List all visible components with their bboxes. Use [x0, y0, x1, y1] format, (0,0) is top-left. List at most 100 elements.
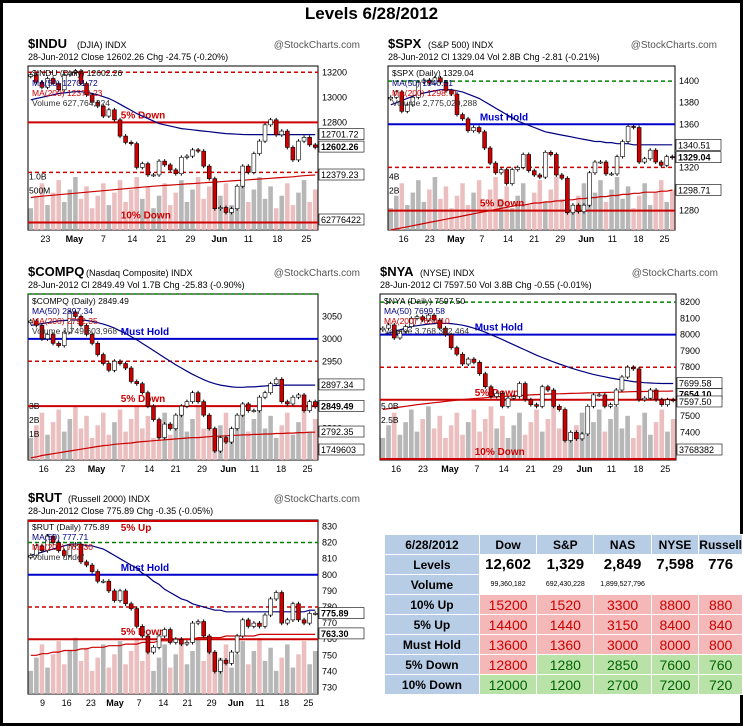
- volume-bar: [279, 195, 285, 230]
- levels-cell: 12,602: [478, 554, 538, 575]
- volume-bar: [134, 177, 140, 230]
- volume-bar: [201, 198, 206, 230]
- candle-body: [498, 169, 504, 174]
- volume-bar: [619, 428, 625, 460]
- volume-tick-label: 2B: [389, 186, 400, 196]
- volume-tick-label: 4B: [389, 172, 400, 182]
- volume-bar: [134, 637, 140, 694]
- volume-bar: [517, 412, 522, 460]
- candle-body: [285, 401, 290, 405]
- volume-bar: [448, 425, 454, 460]
- candle-body: [543, 152, 548, 178]
- candle-body: [156, 419, 162, 438]
- chart-symbol: $SPX: [388, 36, 422, 51]
- levels-cell: 2,849: [593, 554, 652, 575]
- candle-body: [520, 154, 526, 168]
- candle-body: [526, 154, 531, 171]
- volume-bar: [190, 651, 195, 694]
- candle-body: [296, 140, 301, 161]
- volume-bar: [45, 205, 50, 230]
- x-tick-label: 25: [302, 464, 312, 474]
- candle-body: [537, 174, 543, 178]
- candle-body: [128, 142, 134, 144]
- x-tick-label: 18: [279, 698, 289, 708]
- volume-bar: [664, 201, 669, 230]
- candle-body: [45, 334, 50, 340]
- y-tick-label: 800: [322, 570, 337, 580]
- price-label: 1329.04: [678, 153, 711, 163]
- volume-bar: [613, 406, 619, 460]
- volume-bar: [543, 201, 548, 230]
- candle-body: [28, 555, 34, 558]
- candle-body: [61, 331, 67, 346]
- volume-bar: [257, 406, 262, 460]
- candle-body: [658, 161, 664, 166]
- volume-bar: [162, 644, 167, 694]
- volume-cell: 1,899,527,796: [593, 574, 652, 595]
- candle-body: [409, 318, 414, 327]
- volume-bar: [312, 418, 318, 460]
- candle-body: [570, 204, 576, 214]
- volume-bar: [585, 434, 591, 460]
- x-tick-label: 29: [555, 234, 565, 244]
- candle-body: [50, 535, 56, 543]
- candle-body: [420, 316, 425, 321]
- volume-bar: [454, 412, 460, 460]
- volume-bar: [78, 198, 84, 230]
- candle-body: [140, 163, 145, 168]
- candle-body: [218, 437, 223, 452]
- volume-bar: [515, 195, 520, 230]
- volume-bar: [223, 644, 229, 694]
- candle-body: [636, 368, 642, 401]
- y-tick-label: 7500: [680, 411, 700, 421]
- legend-entry: Volume undef: [32, 552, 85, 562]
- volume-bar: [78, 660, 84, 694]
- volume-bar: [454, 195, 460, 230]
- volume-bar: [285, 183, 290, 230]
- volume-bar: [602, 431, 608, 460]
- candle-body: [78, 316, 84, 326]
- candle-body: [190, 392, 195, 402]
- candle-body: [128, 603, 134, 609]
- volume-tick-label: 2B: [29, 415, 40, 425]
- volume-bar: [123, 431, 128, 460]
- volume-bar: [61, 431, 67, 460]
- chart-name: (S&P 500) INDX: [428, 40, 493, 50]
- volume-bar: [190, 189, 195, 230]
- volume-bar: [173, 192, 179, 230]
- level-cell: 880: [698, 594, 743, 615]
- volume-bar: [34, 425, 39, 460]
- volume-bar: [117, 409, 123, 460]
- volume-bar: [134, 406, 140, 460]
- volume-bar: [50, 422, 56, 460]
- candle-body: [89, 94, 95, 103]
- volume-bar: [394, 195, 399, 230]
- price-label: 12602.26: [321, 142, 359, 152]
- candle-body: [34, 74, 39, 83]
- volume-bar: [156, 195, 162, 230]
- volume-bar: [151, 670, 156, 694]
- volume-bar: [443, 186, 449, 230]
- candle-body: [548, 152, 554, 155]
- candle-body: [223, 659, 229, 664]
- volume-bar: [201, 660, 206, 694]
- volume-bar: [554, 177, 559, 230]
- candle-body: [636, 127, 642, 163]
- volume-bar: [416, 180, 421, 230]
- volume-bar: [95, 195, 100, 230]
- price-label: 7654.10: [679, 390, 712, 400]
- candle-body: [279, 378, 285, 402]
- volume-bar: [279, 657, 285, 694]
- x-tick-label: Jun: [220, 464, 236, 474]
- volume-bar: [50, 192, 56, 230]
- volume-bar: [290, 434, 296, 460]
- candle-body: [614, 156, 620, 175]
- x-tick-label: May: [106, 698, 124, 708]
- candle-body: [380, 327, 386, 331]
- candle-body: [95, 343, 100, 355]
- x-tick-label: 11: [244, 234, 253, 244]
- legend-entry: $COMPQ (Daily) 2849.49: [32, 296, 129, 306]
- volume-bar: [101, 644, 106, 694]
- volume-bar: [112, 192, 117, 230]
- table-date: 6/28/2012: [384, 534, 480, 555]
